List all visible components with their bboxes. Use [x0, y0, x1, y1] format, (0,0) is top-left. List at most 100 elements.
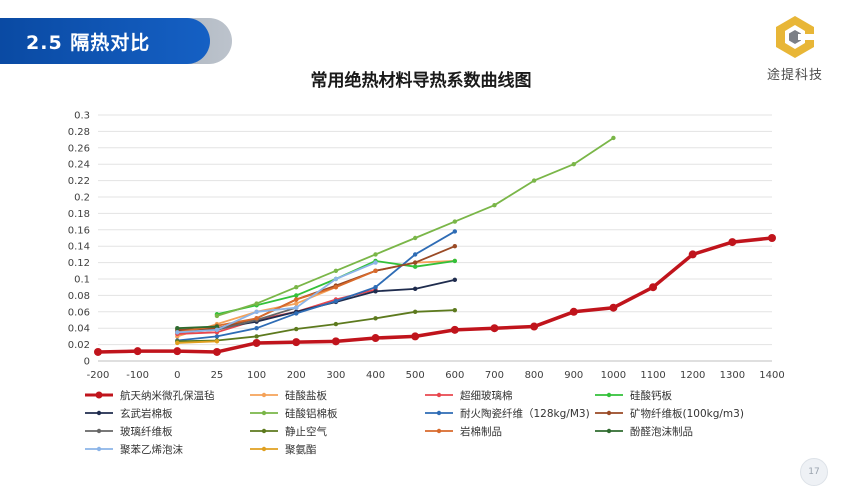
- data-point: [609, 303, 618, 312]
- legend-swatch: [595, 428, 623, 434]
- legend-item: 聚氨酯: [249, 442, 424, 456]
- data-point: [133, 347, 142, 356]
- data-point: [292, 338, 301, 347]
- y-tick-label: 0.24: [68, 160, 90, 171]
- legend-swatch: [425, 428, 453, 434]
- data-point: [294, 301, 299, 306]
- legend-label: 硅酸盐板: [285, 389, 327, 402]
- y-tick-label: 0.12: [68, 258, 90, 269]
- data-point: [333, 276, 339, 282]
- x-tick-label: -100: [126, 370, 149, 381]
- data-point: [611, 135, 616, 141]
- legend-swatch: [250, 428, 278, 434]
- data-point: [412, 235, 418, 241]
- data-point: [214, 339, 220, 344]
- legend-label: 矿物纤维板(100kg/m3): [630, 407, 744, 420]
- data-point: [254, 301, 259, 306]
- series-path: [97, 236, 773, 354]
- data-point: [294, 311, 299, 316]
- legend-item: 矿物纤维板(100kg/m3): [594, 406, 774, 420]
- data-point: [331, 337, 340, 346]
- y-tick-label: 0.18: [68, 209, 90, 220]
- legend-swatch: [85, 391, 113, 399]
- data-point: [452, 229, 458, 234]
- x-tick-label: 500: [406, 370, 425, 381]
- series-line: [175, 339, 220, 346]
- data-point: [254, 326, 259, 331]
- data-point: [373, 285, 378, 290]
- legend-label: 航天纳米微孔保温毡: [120, 389, 215, 402]
- legend-item: 玄武岩棉板: [84, 406, 249, 420]
- legend-swatch: [425, 392, 453, 398]
- y-tick-label: 0.04: [68, 324, 90, 335]
- data-point: [412, 264, 418, 269]
- data-point: [452, 219, 458, 224]
- data-point: [531, 178, 537, 183]
- x-tick-label: 1400: [759, 370, 784, 381]
- chart-title: 常用绝热材料导热系数曲线图: [310, 71, 532, 91]
- legend-item: 静止空气: [249, 424, 424, 438]
- data-point: [294, 326, 299, 332]
- chart-series: [94, 135, 776, 356]
- series-path: [177, 261, 376, 334]
- y-tick-label: 0.16: [68, 225, 90, 236]
- y-tick-label: 0.22: [68, 176, 90, 187]
- data-point: [214, 327, 220, 333]
- company-logo: 途提科技: [762, 14, 828, 84]
- legend-label: 硅酸铝棉板: [285, 407, 338, 420]
- data-point: [569, 307, 578, 316]
- data-point: [490, 324, 499, 333]
- legend-item: 玻璃纤维板: [84, 424, 249, 438]
- legend-swatch: [250, 446, 278, 452]
- data-point: [175, 326, 180, 331]
- data-point: [333, 298, 339, 304]
- data-point: [768, 234, 776, 242]
- x-tick-label: 25: [211, 370, 224, 381]
- data-point: [254, 334, 259, 339]
- x-tick-label: 1200: [680, 370, 705, 381]
- data-point: [294, 285, 299, 290]
- data-point: [452, 277, 458, 283]
- data-point: [412, 286, 418, 292]
- data-point: [294, 297, 299, 302]
- legend-swatch: [85, 428, 113, 434]
- series-line: [94, 234, 776, 356]
- legend-swatch: [85, 446, 113, 452]
- legend-label: 酚醛泡沫制品: [630, 425, 693, 438]
- chart-axes: 0 0.02 0.04 0.06 0.08 0.1 0.12 0.14 0.16 0.18 0.2 0…: [68, 111, 785, 382]
- y-tick-label: 0.02: [68, 340, 90, 351]
- data-point: [452, 244, 458, 249]
- data-point: [452, 307, 458, 313]
- legend-label: 岩棉制品: [460, 425, 502, 438]
- x-tick-label: -200: [87, 370, 110, 381]
- x-tick-label: 1100: [640, 370, 665, 381]
- data-point: [530, 322, 539, 331]
- data-point: [373, 316, 378, 321]
- data-point: [371, 334, 380, 343]
- y-tick-label: 0.2: [74, 193, 90, 204]
- y-tick-label: 0.14: [68, 242, 90, 253]
- data-point: [214, 324, 220, 329]
- legend-item: 聚苯乙烯泡沫: [84, 442, 249, 456]
- data-point: [373, 289, 378, 294]
- legend-label: 超细玻璃棉: [460, 389, 513, 402]
- chart-grid: [98, 114, 772, 362]
- logo-mark-icon: [776, 16, 814, 58]
- data-point: [450, 325, 459, 334]
- series-line: [214, 135, 616, 319]
- legend-item: 耐火陶瓷纤维（128kg/M3): [424, 406, 594, 420]
- data-point: [373, 260, 378, 265]
- series-line: [175, 324, 220, 331]
- data-point: [412, 260, 418, 265]
- data-point: [412, 252, 418, 257]
- data-point: [214, 313, 220, 319]
- legend-swatch: [595, 410, 623, 416]
- legend-item: 超细玻璃棉: [424, 388, 594, 402]
- legend-item: 岩棉制品: [424, 424, 594, 438]
- legend-label: 聚氨酯: [285, 443, 317, 456]
- legend-item: 硅酸钙板: [594, 388, 774, 402]
- series-path: [177, 230, 456, 342]
- data-point: [492, 203, 497, 208]
- data-point: [252, 338, 261, 347]
- section-header: 2.5 隔热对比: [0, 18, 232, 64]
